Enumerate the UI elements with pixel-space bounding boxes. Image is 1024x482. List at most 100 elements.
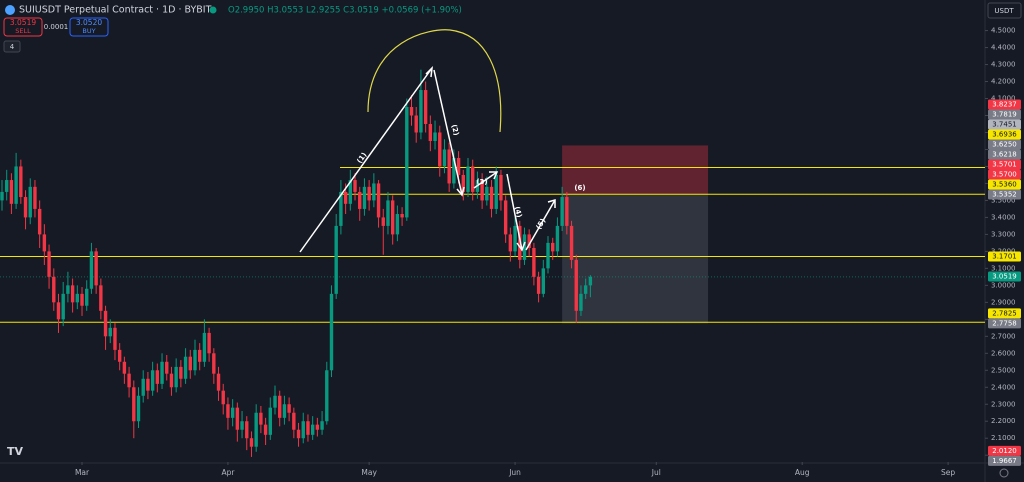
candle-body bbox=[522, 234, 527, 260]
price-label: 1.9667 bbox=[992, 457, 1017, 465]
price-label: 3.0519 bbox=[992, 273, 1017, 281]
indicator-count: 4 bbox=[10, 43, 15, 51]
price-label-box bbox=[988, 149, 1021, 160]
candle-body bbox=[301, 421, 305, 439]
target-zone bbox=[562, 194, 709, 324]
candle-body bbox=[23, 197, 28, 218]
indicator-toggle[interactable] bbox=[3, 40, 21, 53]
candle-body bbox=[362, 186, 367, 209]
candle-body bbox=[127, 373, 131, 388]
sell-price: 3.0519 bbox=[10, 18, 36, 27]
candle-body bbox=[235, 407, 240, 430]
candle-body bbox=[353, 180, 357, 192]
sell-label: SELL bbox=[15, 27, 31, 35]
candle-body bbox=[546, 242, 550, 269]
arrow bbox=[473, 171, 498, 189]
sell-button[interactable] bbox=[3, 17, 43, 37]
candle-body bbox=[485, 186, 489, 201]
x-tick-label: Mar bbox=[75, 468, 90, 477]
arrow bbox=[506, 173, 523, 251]
candle-body bbox=[527, 234, 531, 248]
candle-body bbox=[428, 123, 433, 141]
candle-body bbox=[5, 180, 9, 192]
plot: 2.00002.10002.20002.30002.40002.50002.60… bbox=[0, 27, 1016, 477]
candle-body bbox=[508, 234, 513, 252]
y-tick-label: 3.5000 bbox=[991, 196, 1016, 204]
price-label: 3.6936 bbox=[992, 130, 1017, 138]
y-tick-label: 4.4000 bbox=[991, 44, 1016, 52]
candle-body bbox=[259, 412, 263, 425]
candle-body bbox=[419, 90, 423, 133]
candle-body bbox=[343, 191, 348, 204]
y-tick-label: 3.3000 bbox=[991, 230, 1016, 238]
candle-body bbox=[85, 288, 89, 306]
overlay: (1)(2)(3)(4)(5)(6)3.82373.78193.74513.69… bbox=[355, 99, 1021, 466]
candle-body bbox=[179, 366, 183, 379]
logo: TV bbox=[7, 445, 24, 458]
candle-body bbox=[66, 285, 70, 294]
price-label-box bbox=[988, 129, 1021, 140]
candle-body bbox=[541, 268, 546, 294]
y-tick-label: 2.3000 bbox=[991, 400, 1016, 408]
price-label: 3.7819 bbox=[992, 110, 1017, 118]
wave-label: (4) bbox=[513, 206, 524, 219]
candle-body bbox=[569, 225, 574, 260]
y-tick-label: 3.2000 bbox=[991, 247, 1016, 255]
price-label-box bbox=[988, 99, 1021, 110]
candle-body bbox=[263, 424, 268, 435]
y-tick-label: 2.7000 bbox=[991, 332, 1016, 340]
price-label-box bbox=[988, 308, 1021, 319]
y-tick-label: 2.4000 bbox=[991, 383, 1016, 391]
candle-body bbox=[0, 191, 4, 201]
candle-body bbox=[442, 149, 447, 167]
candle-body bbox=[9, 180, 14, 204]
candle-body bbox=[306, 421, 310, 435]
candle-body bbox=[579, 293, 583, 311]
candle-body bbox=[122, 361, 127, 374]
price-label: 3.6250 bbox=[992, 140, 1017, 148]
candle-body bbox=[249, 438, 254, 447]
candle-body bbox=[588, 276, 593, 286]
price-label: 3.7451 bbox=[992, 120, 1017, 128]
candle-body bbox=[513, 225, 517, 252]
candle-body bbox=[169, 373, 174, 388]
candle-body bbox=[61, 293, 65, 320]
candle-body bbox=[188, 356, 192, 371]
price-label-box bbox=[988, 159, 1021, 170]
price-label: 3.8237 bbox=[992, 100, 1017, 108]
candle-body bbox=[268, 407, 272, 435]
candle-body bbox=[226, 404, 230, 418]
candle-body bbox=[499, 174, 503, 201]
settings-icon[interactable] bbox=[999, 468, 1009, 478]
arrow bbox=[299, 67, 433, 253]
arrow-head bbox=[425, 65, 433, 78]
candle-body bbox=[358, 191, 362, 209]
candle-body bbox=[212, 353, 216, 374]
candle-body bbox=[132, 387, 136, 422]
candle-body bbox=[221, 390, 225, 405]
spread: 0.0001 bbox=[44, 23, 69, 31]
stop-zone bbox=[562, 145, 709, 195]
candle-body bbox=[471, 166, 475, 192]
price-label: 3.1701 bbox=[992, 252, 1017, 260]
candle-body bbox=[390, 200, 395, 235]
buy-label: BUY bbox=[82, 27, 95, 35]
buy-button[interactable] bbox=[69, 17, 109, 37]
candle-body bbox=[503, 200, 508, 235]
price-label: 3.5701 bbox=[992, 160, 1017, 168]
price-label: 3.5352 bbox=[992, 190, 1017, 198]
y-tick-label: 4.5000 bbox=[991, 27, 1016, 35]
y-tick-label: 3.4000 bbox=[991, 213, 1016, 221]
candle-body bbox=[94, 251, 98, 286]
candle-body bbox=[447, 149, 451, 184]
candle-body bbox=[555, 225, 560, 252]
candle-body bbox=[103, 310, 108, 337]
currency-button[interactable] bbox=[987, 2, 1022, 19]
candle-body bbox=[395, 214, 400, 235]
candle-body bbox=[14, 166, 18, 204]
y-tick-label: 3.1000 bbox=[991, 264, 1016, 272]
candle-body bbox=[80, 293, 84, 306]
candle-body bbox=[372, 183, 376, 201]
y-tick-label: 2.9000 bbox=[991, 298, 1016, 306]
